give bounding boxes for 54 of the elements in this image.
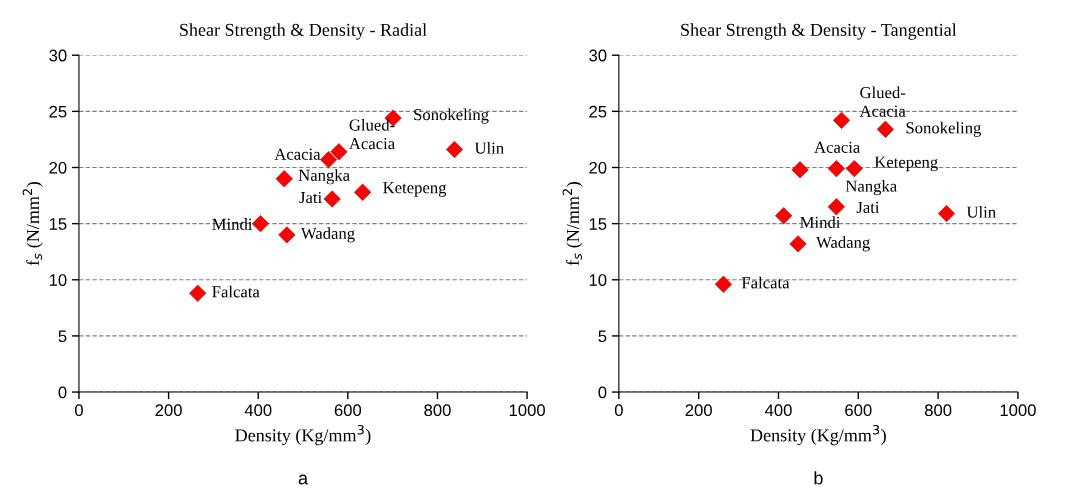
- x-tick-label: 200: [155, 404, 182, 417]
- x-tick-label: 800: [924, 404, 952, 417]
- y-tick-label: 5: [598, 330, 607, 343]
- annotation: Ketepeng: [383, 182, 447, 197]
- y-tick-label: 0: [58, 386, 67, 399]
- y-tick-label: 15: [589, 218, 607, 230]
- annotation: Acacia: [274, 148, 321, 160]
- y-tick-label: 15: [49, 218, 67, 230]
- annotation: Nangka: [298, 169, 350, 185]
- annotation: Ulin: [474, 141, 504, 154]
- annotation: Glued- Acacia: [349, 118, 395, 150]
- annotation: Mindi: [800, 216, 841, 228]
- x-tick-label: 400: [764, 404, 792, 417]
- y-tick-label: 25: [589, 105, 607, 118]
- annotation: Jati: [299, 191, 322, 204]
- annotation: Falcata: [741, 276, 790, 289]
- chart-title: Shear Strength & Density - Tangential: [681, 23, 957, 40]
- x-tick-label: 1000: [1000, 404, 1036, 417]
- y-tick-label: 20: [589, 161, 607, 174]
- y-axis-title: f$_{s}$ (N/mm$^{2}$): [22, 182, 43, 266]
- y-tick-label: 5: [58, 330, 67, 343]
- annotation: Nangka: [845, 180, 897, 196]
- x-tick-label: 1000: [509, 404, 545, 417]
- y-tick-label: 30: [49, 49, 67, 62]
- annotation: Falcata: [212, 285, 260, 298]
- y-tick-label: 0: [598, 386, 607, 399]
- annotation: Sonokeling: [906, 121, 982, 137]
- y-tick-label: 20: [49, 161, 67, 174]
- annotation: Wadang: [816, 236, 870, 252]
- annotation: Acacia: [814, 141, 861, 153]
- annotation: Wadang: [300, 227, 355, 243]
- x-tick-label: 600: [845, 404, 872, 417]
- annotation: Ketepeng: [874, 156, 938, 172]
- annotation: Sonokeling: [414, 108, 489, 124]
- text: b: [814, 471, 823, 485]
- x-tick-label: 800: [424, 404, 451, 417]
- y-tick-label: 30: [589, 49, 607, 62]
- x-axis-title: Density (Kg/mm$^{3}$): [235, 424, 371, 446]
- y-axis-title: f$_{s}$ (N/mm$^{2}$): [562, 182, 583, 266]
- annotation: Jati: [856, 201, 880, 213]
- y-tick-label: 25: [49, 105, 67, 118]
- x-axis-title: Density (Kg/mm$^{3}$): [750, 424, 886, 446]
- text: a: [298, 474, 309, 485]
- x-tick-label: 0: [74, 404, 83, 417]
- x-tick-label: 0: [614, 404, 623, 417]
- annotation: Ulin: [966, 205, 996, 218]
- x-tick-label: 400: [244, 404, 272, 417]
- y-tick-label: 10: [589, 274, 607, 286]
- chart-title: Shear Strength & Density - Radial: [180, 23, 427, 40]
- annotation: Mindi: [212, 218, 253, 230]
- x-tick-label: 200: [685, 404, 712, 417]
- annotation: Glued- Acacia: [859, 86, 906, 117]
- x-tick-label: 600: [334, 404, 362, 417]
- y-tick-label: 10: [49, 274, 67, 286]
